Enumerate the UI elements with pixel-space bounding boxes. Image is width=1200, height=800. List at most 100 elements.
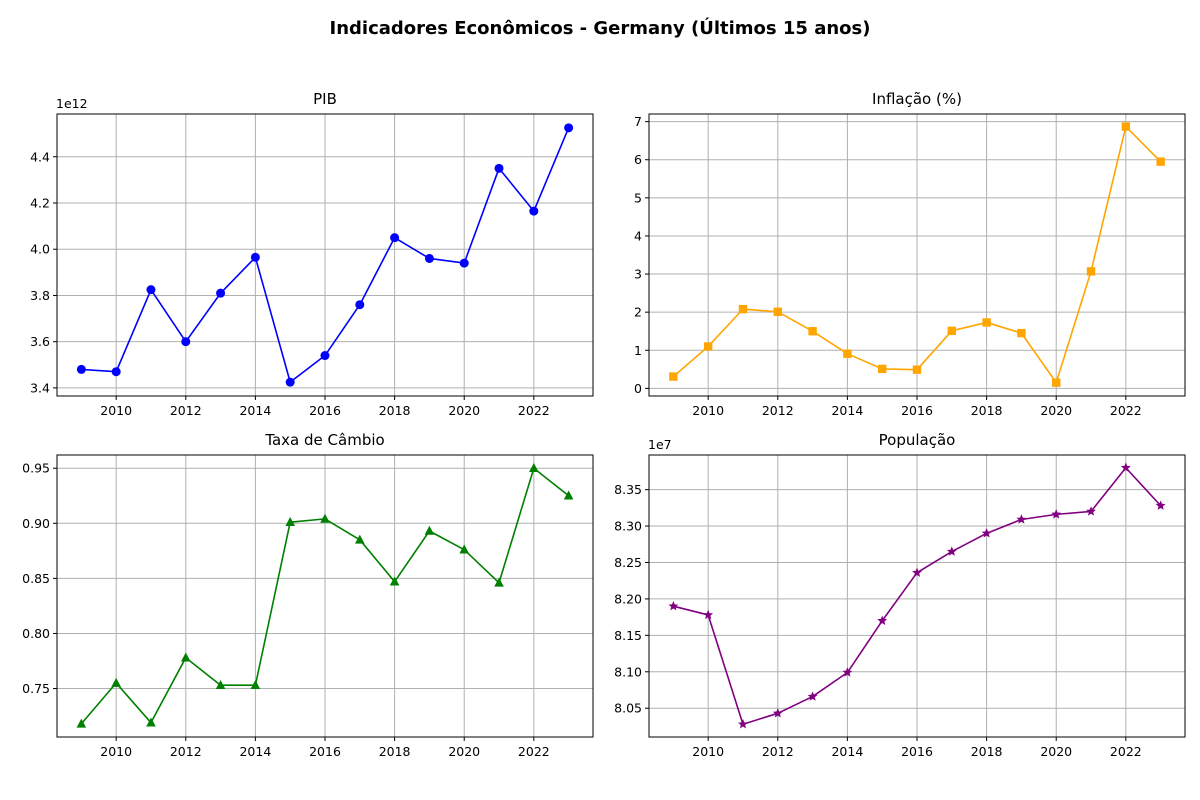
data-point-6 (285, 377, 295, 387)
data-point-9 (390, 233, 400, 243)
figure-title: Indicadores Econômicos - Germany (Último… (330, 17, 871, 39)
data-point-4 (216, 288, 226, 298)
panel-title: População (879, 431, 956, 449)
data-point-8 (355, 534, 365, 544)
y-tick-label: 4.0 (30, 242, 50, 257)
data-point-0 (76, 718, 87, 728)
y-tick-label: 8.30 (614, 519, 642, 534)
data-point-7 (320, 351, 330, 361)
y-tick-label: 8.15 (614, 628, 642, 643)
y-tick-label: 8.35 (614, 482, 642, 497)
y-tick-label: 2 (634, 305, 642, 320)
panel-title: Taxa de Câmbio (264, 431, 384, 449)
data-point-6 (285, 516, 295, 526)
axis-offset-label: 1e12 (56, 96, 88, 111)
x-tick-label: 2012 (762, 744, 794, 759)
x-tick-label: 2018 (379, 403, 411, 418)
x-tick-label: 2018 (971, 744, 1003, 759)
y-tick-label: 4 (634, 228, 642, 243)
chart-populacao: 2010 2012 2014 2016 2018 2020 2022 8.05 8.10 8.15… (614, 431, 1186, 759)
x-tick-label: 2016 (901, 744, 933, 759)
data-point-2 (146, 717, 156, 727)
data-point-3 (773, 307, 782, 316)
y-tick-label: 5 (634, 190, 642, 205)
data-point-8 (946, 546, 957, 556)
data-point-13 (529, 463, 539, 473)
y-tick-label: 3.8 (30, 288, 50, 303)
data-point-5 (250, 252, 260, 262)
y-tick-label: 7 (634, 114, 642, 129)
x-tick-label: 2022 (1110, 403, 1142, 418)
y-tick-label: 3.4 (30, 380, 50, 395)
x-tick-label: 2014 (239, 403, 271, 418)
x-tick-label: 2012 (762, 403, 794, 418)
chart-pib: 2010 2012 2014 2016 2018 2020 2022 3.4 3.6 3.8 4.0… (30, 90, 594, 418)
x-tick-label: 2018 (379, 744, 411, 759)
y-tick-label: 8.05 (614, 701, 642, 716)
panel-title: PIB (313, 90, 337, 108)
x-tick-label: 2018 (971, 403, 1003, 418)
x-tick-label: 2020 (1040, 744, 1072, 759)
y-tick-label: 0.75 (22, 681, 50, 696)
y-tick-label: 6 (634, 152, 642, 167)
data-point-0 (669, 372, 678, 381)
data-point-14 (1156, 157, 1165, 166)
data-point-11 (459, 544, 470, 554)
x-tick-label: 2022 (518, 403, 550, 418)
y-tick-label: 0.95 (22, 461, 50, 476)
data-point-12 (1086, 267, 1096, 276)
data-point-5 (250, 680, 261, 690)
x-tick-label: 2020 (448, 744, 480, 759)
data-point-5 (842, 667, 853, 677)
data-point-4 (215, 680, 226, 690)
x-tick-label: 2010 (100, 403, 132, 418)
data-point-14 (1155, 500, 1166, 510)
data-point-8 (947, 326, 957, 336)
x-tick-label: 2012 (170, 744, 202, 759)
data-point-3 (772, 708, 783, 718)
data-point-6 (877, 364, 887, 374)
data-point-2 (738, 719, 748, 729)
data-point-2 (146, 285, 156, 295)
y-tick-label: 3 (634, 267, 642, 282)
data-point-11 (459, 258, 469, 268)
data-point-1 (111, 677, 121, 687)
data-point-7 (320, 513, 330, 523)
y-tick-label: 0.90 (22, 516, 50, 531)
y-tick-label: 0.85 (22, 571, 50, 586)
data-point-11 (1052, 378, 1061, 387)
data-point-9 (389, 576, 400, 586)
data-point-7 (912, 567, 922, 577)
y-tick-label: 0.80 (22, 626, 50, 641)
y-tick-label: 8.20 (614, 591, 642, 606)
x-tick-label: 2014 (831, 403, 863, 418)
data-point-12 (494, 577, 504, 587)
data-point-10 (424, 525, 435, 535)
data-point-3 (180, 652, 191, 662)
data-point-4 (808, 327, 817, 336)
x-tick-label: 2016 (309, 744, 341, 759)
data-point-8 (355, 300, 365, 310)
x-tick-label: 2016 (309, 403, 341, 418)
data-point-12 (494, 163, 504, 173)
data-point-14 (564, 123, 574, 133)
x-tick-label: 2022 (1110, 744, 1142, 759)
y-tick-label: 8.10 (614, 664, 642, 679)
data-point-14 (563, 490, 574, 500)
x-tick-label: 2010 (692, 744, 724, 759)
data-point-4 (807, 691, 818, 701)
data-point-5 (843, 349, 852, 358)
chart-inflacao: 2010 2012 2014 2016 2018 2020 2022 0 1 2 3 4 5 6 7 Infl… (634, 90, 1186, 418)
data-point-9 (982, 318, 991, 327)
y-tick-label: 4.4 (30, 149, 50, 164)
y-tick-label: 3.6 (30, 334, 50, 349)
data-point-9 (981, 528, 992, 538)
y-tick-label: 0 (634, 381, 642, 396)
data-point-6 (877, 615, 888, 625)
data-point-13 (1120, 462, 1131, 472)
axis-offset-label: 1e7 (648, 437, 672, 452)
data-point-10 (1016, 514, 1027, 524)
data-point-10 (424, 253, 434, 263)
